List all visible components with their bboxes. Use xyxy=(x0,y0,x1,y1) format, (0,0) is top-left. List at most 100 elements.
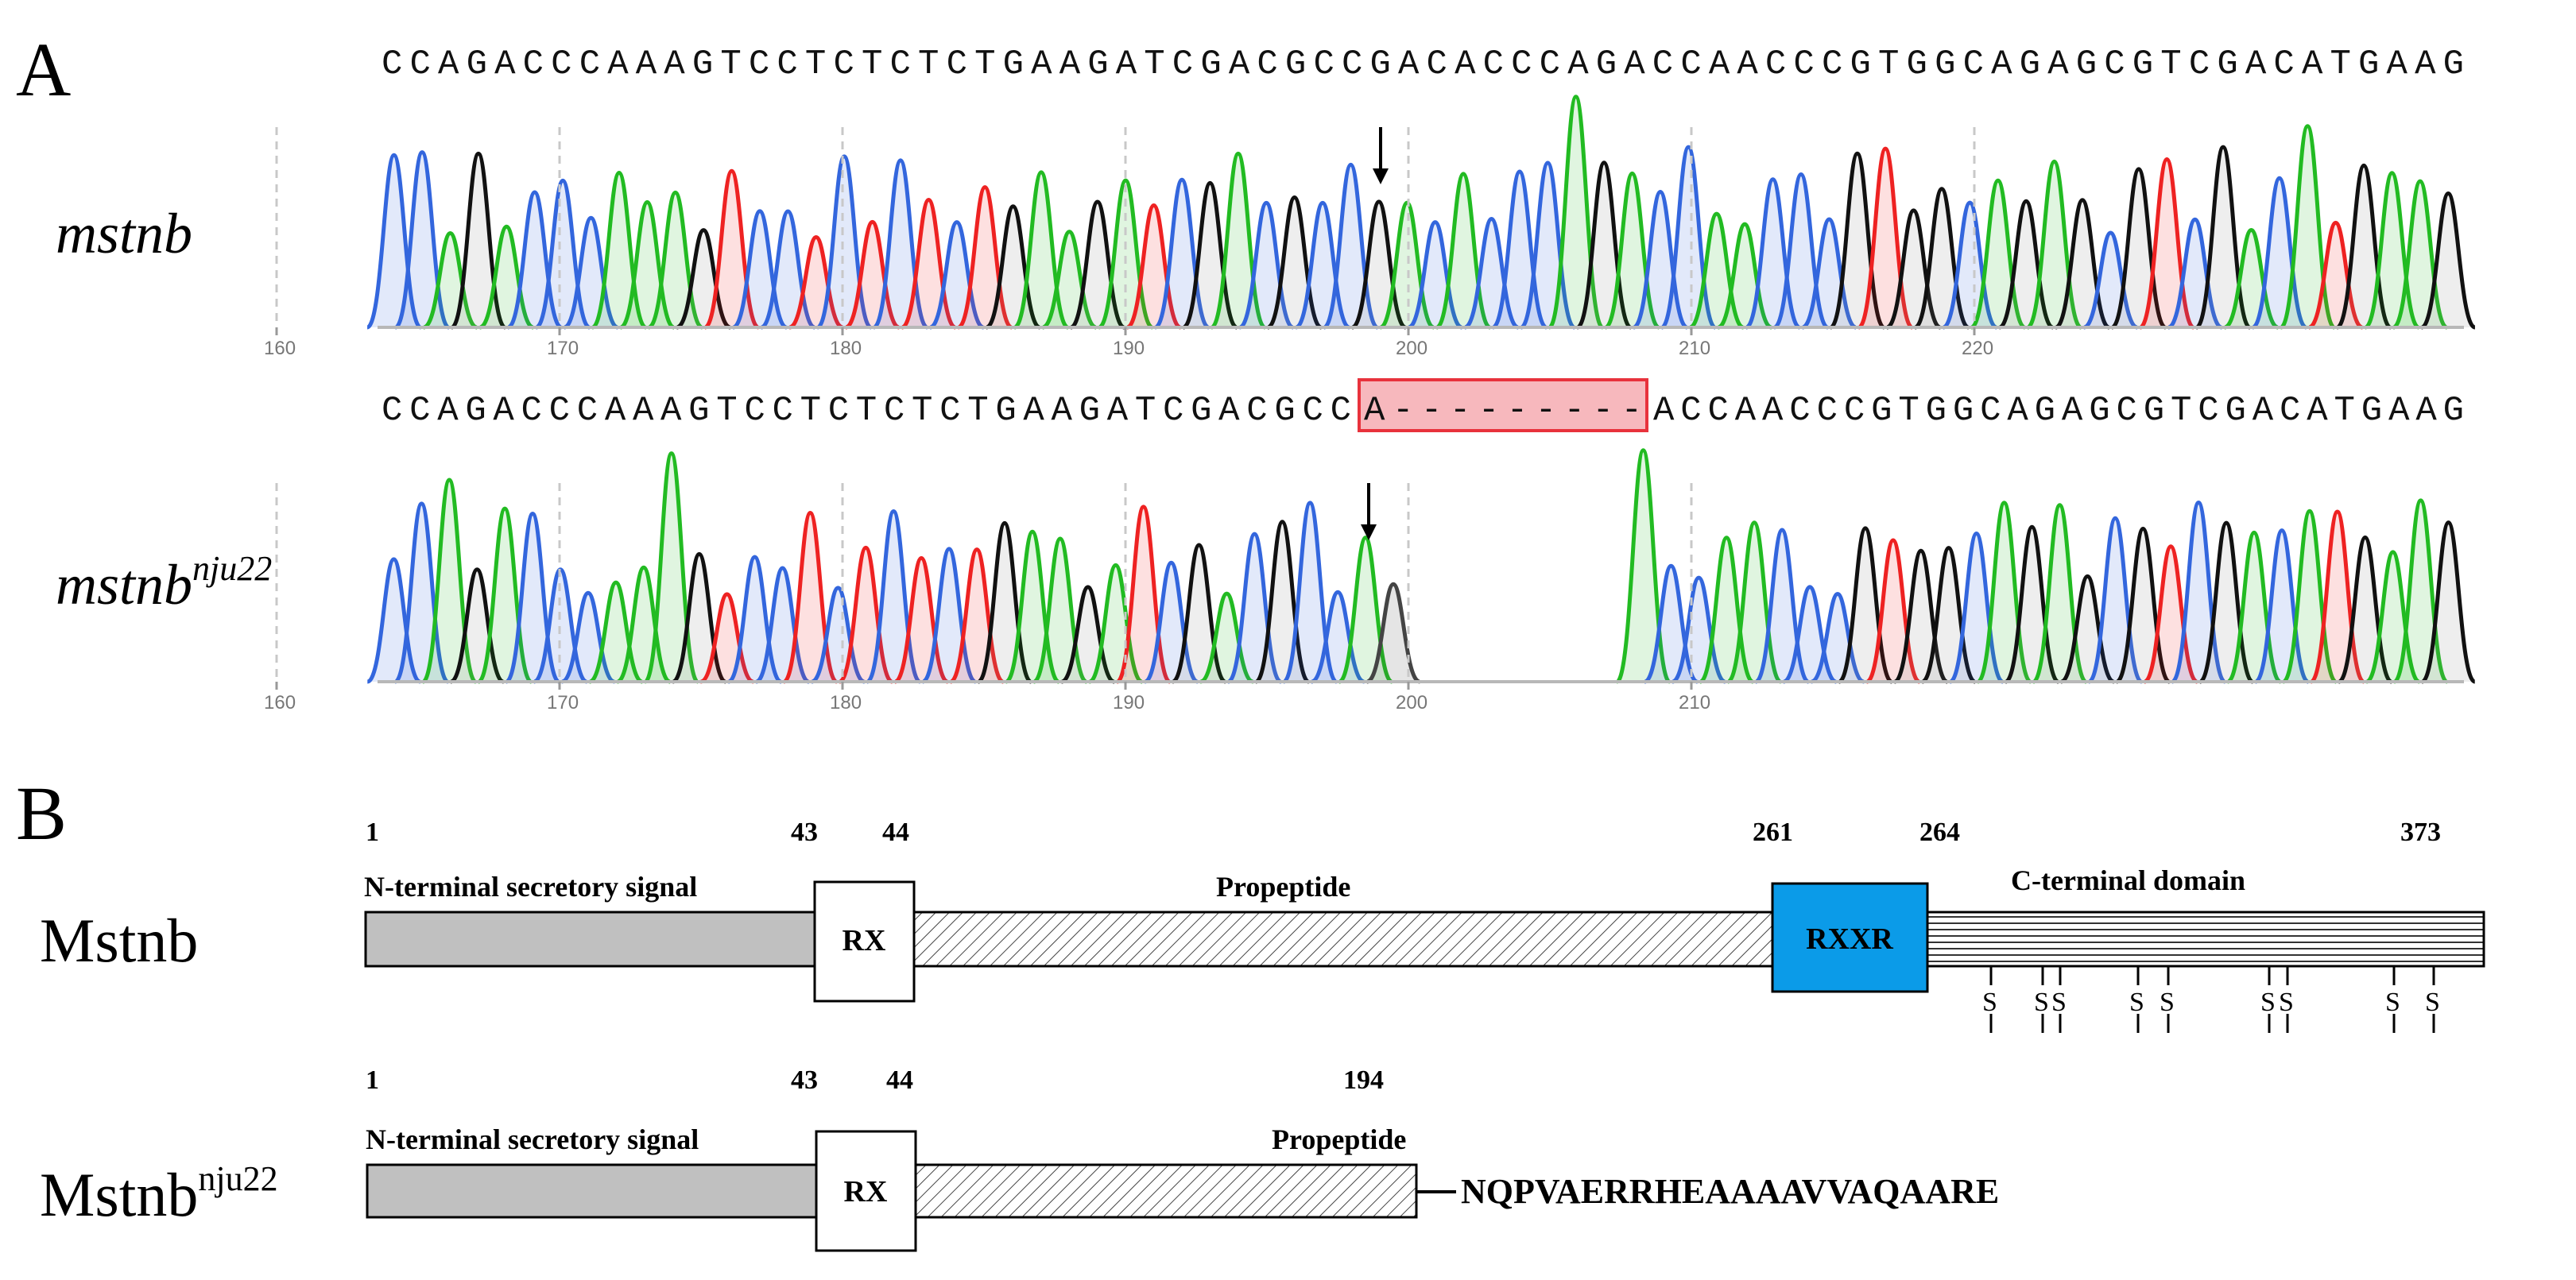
chromatogram-peak xyxy=(478,224,535,330)
chromatogram-peak xyxy=(703,168,760,330)
chromatogram-peak-fill xyxy=(1464,218,1519,327)
chromatogram-peak xyxy=(1893,548,1949,684)
chromatogram-peak xyxy=(1576,160,1633,330)
chromatogram-peak xyxy=(563,215,619,330)
panel-b-label: B xyxy=(16,771,67,856)
wt-position-261: 261 xyxy=(1753,818,1793,847)
chromatogram-peak xyxy=(1699,536,1754,684)
chromatogram-peak xyxy=(1144,560,1199,684)
wildtype-chromatogram xyxy=(366,95,2477,330)
chromatogram-peak-fill xyxy=(1296,203,1350,327)
chromatogram-peak xyxy=(811,586,866,684)
chromatogram-peak xyxy=(1838,526,1893,684)
chromatogram-peak xyxy=(2282,509,2338,684)
chromatogram-peak-fill xyxy=(2224,230,2279,327)
chromatogram-peak-fill xyxy=(617,567,671,682)
chromatogram-peak xyxy=(1914,187,1970,330)
chromatogram-peak-fill xyxy=(1089,565,1142,682)
disulfide-s-label: S xyxy=(2129,988,2144,1017)
chromatogram-peak-fill xyxy=(789,237,843,327)
wt-rx-label: RX xyxy=(843,924,886,957)
chromatogram-peak xyxy=(2336,163,2392,330)
chromatogram-peak-fill xyxy=(2280,126,2334,327)
chromatogram-peak xyxy=(1005,529,1060,684)
axis-tick-label: 220 xyxy=(1962,338,1993,359)
chromatogram-peak xyxy=(2338,535,2393,684)
chromatogram-peak xyxy=(838,545,893,684)
chromatogram-peak-fill xyxy=(2309,222,2363,327)
panel-a-label: A xyxy=(16,27,71,112)
mt-position-1: 1 xyxy=(366,1065,379,1095)
chromatogram-peak-fill xyxy=(1617,450,1670,682)
chromatogram-peak xyxy=(755,566,810,684)
chromatogram-peak xyxy=(1226,532,1282,684)
chromatogram-peak xyxy=(2026,159,2082,330)
chromatogram-peak xyxy=(1885,208,1942,330)
chromatogram-peak xyxy=(560,590,616,684)
chromatogram-peak xyxy=(866,509,921,684)
chromatogram-peak xyxy=(2143,544,2198,684)
axis-tick-label: 160 xyxy=(264,692,296,713)
chromatogram-peak xyxy=(2004,524,2060,684)
chromatogram-peak xyxy=(1098,178,1154,330)
chromatogram-peak xyxy=(949,547,1005,684)
chromatogram-peak xyxy=(1604,171,1660,330)
chromatogram-peak xyxy=(1726,520,1782,684)
mt-signal-label: N-terminal secretory signal xyxy=(366,1123,699,1155)
chromatogram-peak-fill xyxy=(2196,147,2250,327)
chromatogram-peak xyxy=(477,506,533,684)
chromatogram-peak xyxy=(872,158,929,330)
chromatogram-peak xyxy=(2087,516,2143,684)
chromatogram-peak xyxy=(2392,179,2448,330)
axis-tick-label: 210 xyxy=(1679,692,1710,713)
chromatogram-peak xyxy=(591,171,647,330)
wildtype-axis-ticks: 160 170 180 190 200 210 220 xyxy=(264,127,1993,359)
chromatogram-peak xyxy=(1266,195,1323,330)
chromatogram-peak xyxy=(1942,200,1998,330)
wildtype-sequence: CCAGACCCAAAGTCCTCTCTCTGAAGATCGACGCCGACAC… xyxy=(382,44,2464,84)
chromatogram-peak xyxy=(1069,199,1125,330)
wt-position-44: 44 xyxy=(882,818,909,847)
chromatogram-peak-fill xyxy=(812,587,865,682)
mutant-protein-label: Mstnbnju22 xyxy=(40,1159,278,1229)
chromatogram-peak xyxy=(1644,563,1699,684)
chromatogram-peak xyxy=(727,555,783,684)
axis-tick-label: 180 xyxy=(830,692,862,713)
chromatogram-peak xyxy=(901,198,957,330)
chromatogram-peak xyxy=(1254,520,1310,684)
chromatogram-peak xyxy=(506,190,563,330)
chromatogram-peak xyxy=(1323,162,1379,330)
wt-position-43: 43 xyxy=(791,818,818,847)
chromatogram-peak-fill xyxy=(564,218,618,327)
chromatogram-peak xyxy=(2226,530,2282,684)
chromatogram-peak xyxy=(366,153,422,330)
wt-position-264: 264 xyxy=(1919,818,1960,847)
chromatogram-peak xyxy=(2392,498,2449,684)
chromatogram-peak xyxy=(2420,520,2477,684)
disulfide-s-label: S xyxy=(2034,988,2049,1017)
chromatogram-peak xyxy=(2420,191,2477,330)
mutant-sequence-right: ACCAACCCGTGGCAGAGCGTCGACATGAAG xyxy=(1653,391,2464,431)
chromatogram-peak-fill xyxy=(1042,231,1097,327)
chromatogram-peak xyxy=(676,228,731,330)
mt-propeptide-domain xyxy=(914,1163,1418,1219)
chromatogram-peak xyxy=(1717,222,1772,330)
chromatogram-peak xyxy=(1125,203,1182,330)
deletion-box xyxy=(1358,378,1648,432)
mt-rx-label: RX xyxy=(844,1175,888,1208)
disulfide-s-label: S xyxy=(2051,988,2067,1017)
chromatogram-peak-fill xyxy=(2253,178,2307,327)
wildtype-arrow-icon xyxy=(1373,127,1389,184)
mutant-arrow-icon xyxy=(1361,483,1377,540)
mutant-axis-ticks: 160 170 180 190 200 210 xyxy=(264,483,1710,713)
chromatogram-peak xyxy=(619,200,676,330)
chromatogram-peak xyxy=(921,547,977,684)
chromatogram-peak-fill xyxy=(479,226,533,327)
chromatogram-peak xyxy=(2170,501,2227,684)
chromatogram-peak xyxy=(699,592,754,684)
chromatogram-peak xyxy=(449,567,505,684)
chromatogram-peak xyxy=(2251,176,2307,330)
chromatogram-peak xyxy=(2223,227,2280,330)
chromatogram-peak xyxy=(2254,528,2310,684)
chromatogram-peak xyxy=(1921,546,1977,684)
